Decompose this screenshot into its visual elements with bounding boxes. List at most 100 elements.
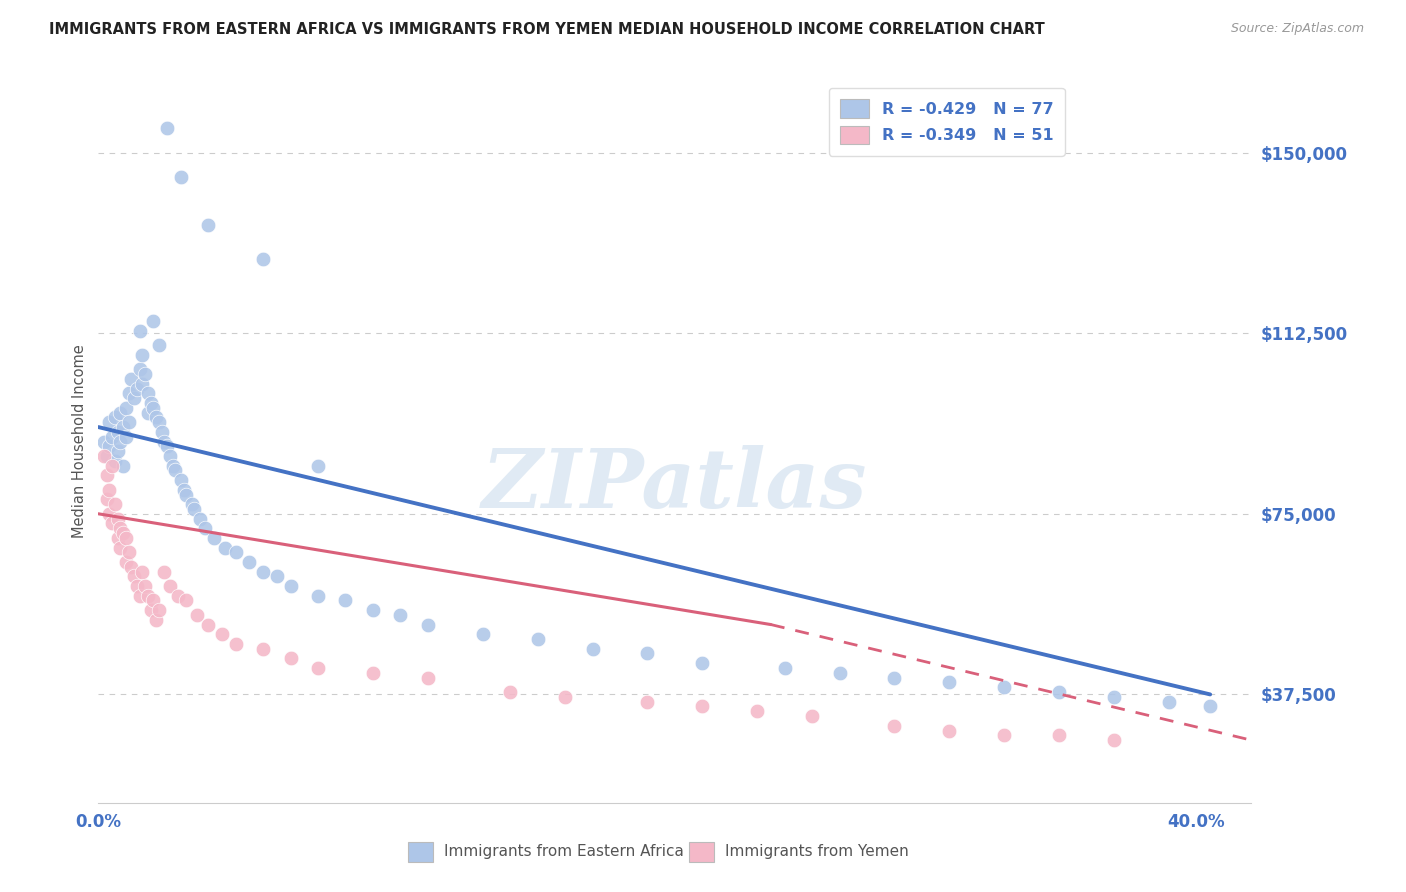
Point: [170, 473, 193, 487]
Point: [96, 468, 118, 483]
Point: [104, 454, 127, 468]
Text: IMMIGRANTS FROM EASTERN AFRICA VS IMMIGRANTS FROM YEMEN MEDIAN HOUSEHOLD INCOME : IMMIGRANTS FROM EASTERN AFRICA VS IMMIGR…: [49, 22, 1045, 37]
Point: [101, 430, 124, 444]
Point: [131, 348, 153, 362]
Point: [115, 555, 138, 569]
Point: [252, 641, 274, 656]
Point: [148, 603, 170, 617]
Point: [307, 589, 329, 603]
Point: [153, 434, 176, 449]
Point: [167, 589, 190, 603]
Point: [104, 410, 127, 425]
Point: [581, 641, 603, 656]
Point: [120, 559, 142, 574]
Point: [98, 483, 121, 497]
Point: [117, 386, 139, 401]
Point: [148, 338, 170, 352]
Point: [252, 252, 274, 266]
Point: [159, 449, 181, 463]
Point: [120, 372, 142, 386]
Point: [194, 521, 217, 535]
Point: [938, 723, 960, 738]
Point: [107, 531, 129, 545]
Y-axis label: Median Household Income: Median Household Income: [72, 344, 87, 539]
Point: [142, 593, 165, 607]
Point: [280, 651, 302, 665]
Point: [159, 579, 181, 593]
Point: [225, 637, 247, 651]
Point: [128, 362, 150, 376]
Point: [128, 589, 150, 603]
Point: [117, 545, 139, 559]
Point: [115, 531, 138, 545]
Point: [938, 675, 960, 690]
Point: [471, 627, 494, 641]
Point: [773, 661, 796, 675]
Point: [170, 169, 193, 184]
Point: [148, 415, 170, 429]
Point: [112, 420, 135, 434]
Point: [1047, 728, 1070, 742]
Point: [883, 719, 905, 733]
Point: [361, 603, 384, 617]
Point: [1157, 695, 1180, 709]
Point: [134, 579, 156, 593]
Point: [197, 218, 219, 232]
Text: ZIPatlas: ZIPatlas: [482, 445, 868, 524]
Point: [107, 511, 129, 525]
Point: [117, 415, 139, 429]
Point: [122, 391, 145, 405]
Point: [156, 439, 179, 453]
Point: [1102, 690, 1125, 704]
Point: [211, 627, 233, 641]
Point: [186, 607, 208, 622]
Point: [122, 569, 145, 583]
Point: [416, 671, 439, 685]
Point: [128, 324, 150, 338]
Point: [98, 507, 121, 521]
Point: [96, 449, 118, 463]
Point: [101, 516, 124, 531]
Point: [156, 121, 179, 136]
Point: [136, 589, 159, 603]
Point: [174, 487, 197, 501]
Point: [197, 617, 219, 632]
Point: [112, 458, 135, 473]
Point: [202, 531, 225, 545]
Point: [173, 483, 195, 497]
Point: [499, 685, 522, 699]
Point: [136, 386, 159, 401]
Point: [828, 665, 851, 680]
Point: [335, 593, 357, 607]
Point: [526, 632, 548, 646]
Point: [188, 511, 211, 525]
Text: Immigrants from Yemen: Immigrants from Yemen: [725, 845, 910, 859]
Point: [416, 617, 439, 632]
Point: [1102, 733, 1125, 747]
Point: [150, 425, 173, 439]
Point: [110, 521, 132, 535]
Legend: R = -0.429   N = 77, R = -0.349   N = 51: R = -0.429 N = 77, R = -0.349 N = 51: [830, 88, 1064, 155]
Point: [801, 709, 824, 723]
Point: [112, 526, 135, 541]
Point: [554, 690, 576, 704]
Point: [139, 603, 162, 617]
Text: Immigrants from Eastern Africa: Immigrants from Eastern Africa: [444, 845, 685, 859]
Point: [101, 458, 124, 473]
Point: [307, 661, 329, 675]
Point: [131, 565, 153, 579]
Point: [1047, 685, 1070, 699]
Point: [125, 579, 148, 593]
Text: Source: ZipAtlas.com: Source: ZipAtlas.com: [1230, 22, 1364, 36]
Point: [104, 497, 127, 511]
Point: [110, 406, 132, 420]
Point: [98, 415, 121, 429]
Point: [636, 695, 658, 709]
Point: [134, 367, 156, 381]
Point: [107, 425, 129, 439]
Point: [225, 545, 247, 559]
Point: [692, 656, 714, 670]
Point: [747, 704, 769, 718]
Point: [96, 492, 118, 507]
Point: [162, 458, 184, 473]
